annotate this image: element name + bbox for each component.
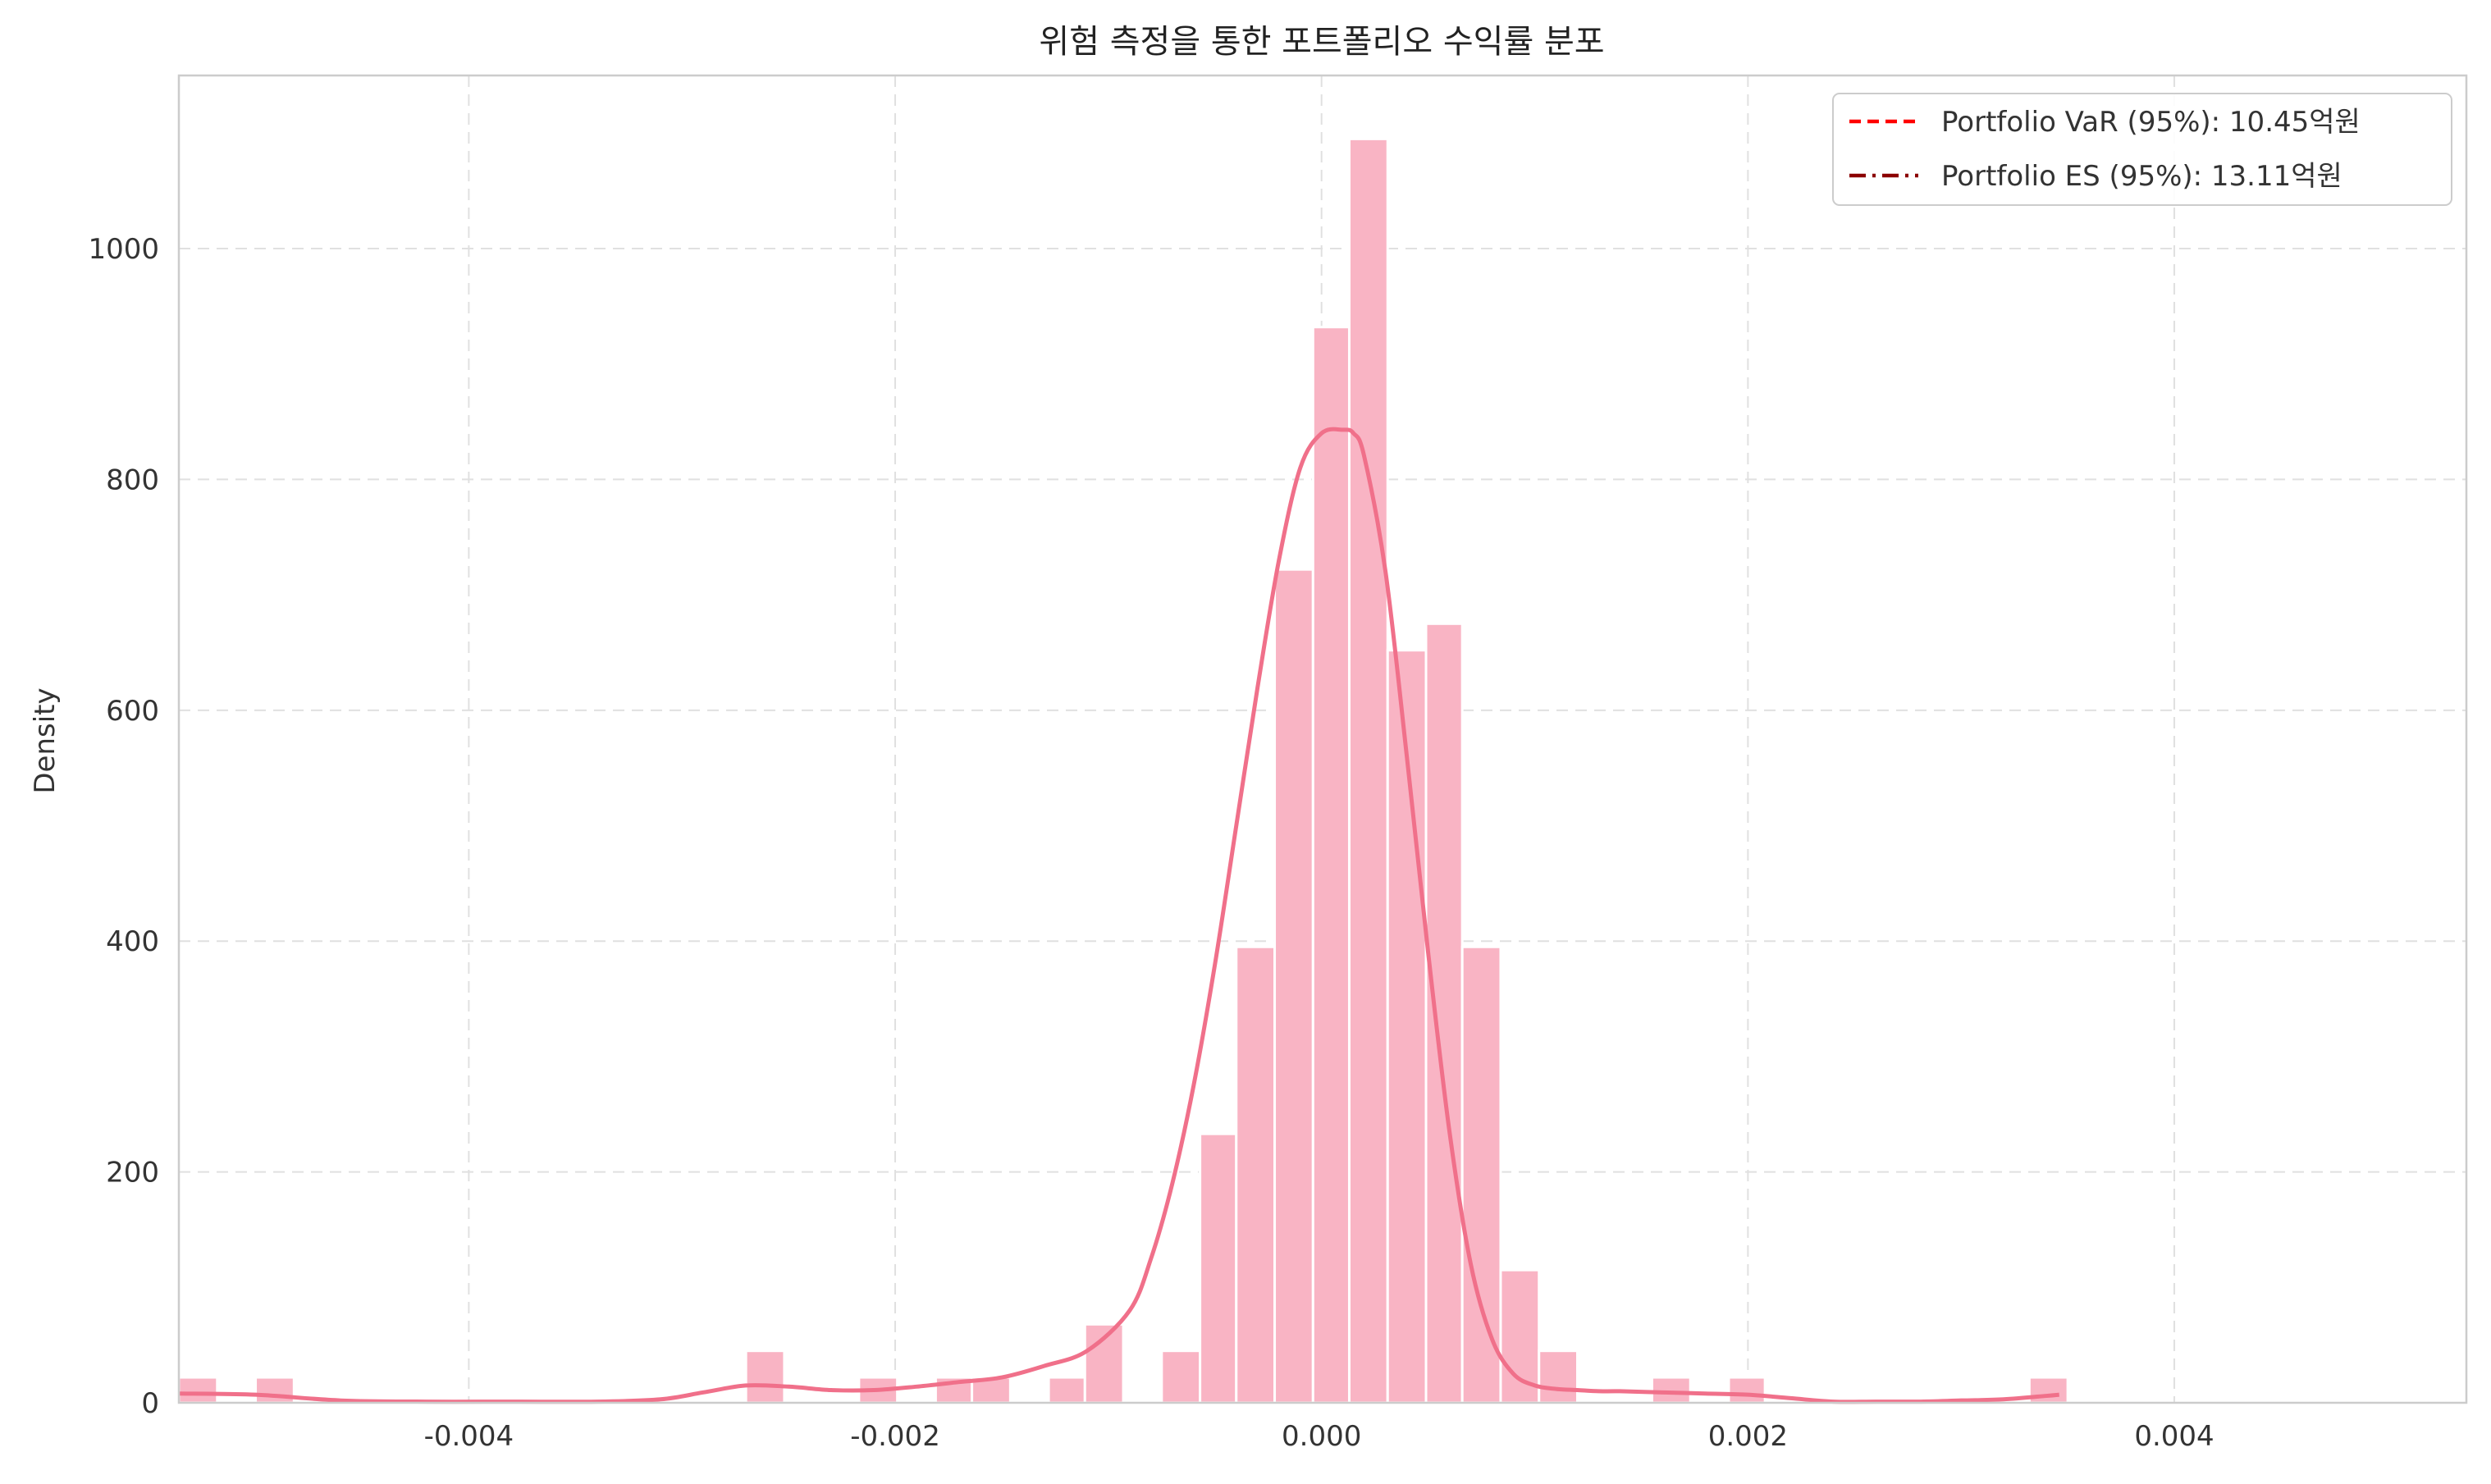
histogram-bar [1311, 326, 1351, 1404]
histogram-bar [1047, 1376, 1086, 1404]
histogram-bar [1650, 1376, 1692, 1404]
chart-title: 위험 측정을 통한 포트폴리오 수익률 분포 [1039, 23, 1604, 61]
y-tick-label: 600 [106, 695, 159, 728]
x-tick-label: -0.002 [850, 1420, 940, 1453]
histogram-bar [1160, 1349, 1202, 1404]
y-tick-label: 400 [106, 925, 159, 958]
y-axis-label: Density [29, 687, 62, 793]
y-tick-label: 800 [106, 463, 159, 496]
histogram-bar [1235, 945, 1277, 1404]
kde-curve-group [178, 427, 2059, 1404]
histogram-bar [1460, 945, 1502, 1404]
y-tick-label: 1000 [88, 233, 159, 266]
y-tick-label: 200 [106, 1157, 159, 1189]
histogram-bar [1199, 1132, 1238, 1404]
histogram-bar [1386, 649, 1428, 1404]
histogram-bar [254, 1376, 295, 1404]
legend-label-var: Portfolio VaR (95%): 10.45억원 [1941, 106, 2361, 139]
histogram-bar [2027, 1376, 2069, 1404]
histogram-bar [1347, 137, 1389, 1404]
histogram-bar [1273, 568, 1314, 1404]
x-tick-label: 0.004 [2134, 1420, 2214, 1453]
kde-curve [178, 427, 2059, 1404]
legend-label-es: Portfolio ES (95%): 13.11억원 [1941, 160, 2342, 193]
histogram-bar [177, 1376, 219, 1404]
plot-frame [177, 74, 2468, 1404]
x-axis-ticks: -0.004 -0.002 0.000 0.002 0.004 [424, 1420, 2214, 1453]
histogram-bar [1424, 622, 1464, 1404]
y-tick-label: 0 [141, 1387, 159, 1420]
x-tick-label: 0.000 [1282, 1420, 1361, 1453]
histogram-bar [1538, 1349, 1579, 1404]
histogram-bar [1727, 1376, 1767, 1404]
y-axis-ticks: 0 200 400 600 800 1000 [88, 233, 159, 1420]
x-tick-label: 0.002 [1708, 1420, 1788, 1453]
legend-box [1832, 93, 2452, 206]
histogram-bars [177, 137, 2069, 1404]
histogram-bar [744, 1349, 786, 1404]
x-tick-label: -0.004 [424, 1420, 514, 1453]
legend: Portfolio VaR (95%): 10.45억원 Portfolio E… [1832, 93, 2452, 206]
